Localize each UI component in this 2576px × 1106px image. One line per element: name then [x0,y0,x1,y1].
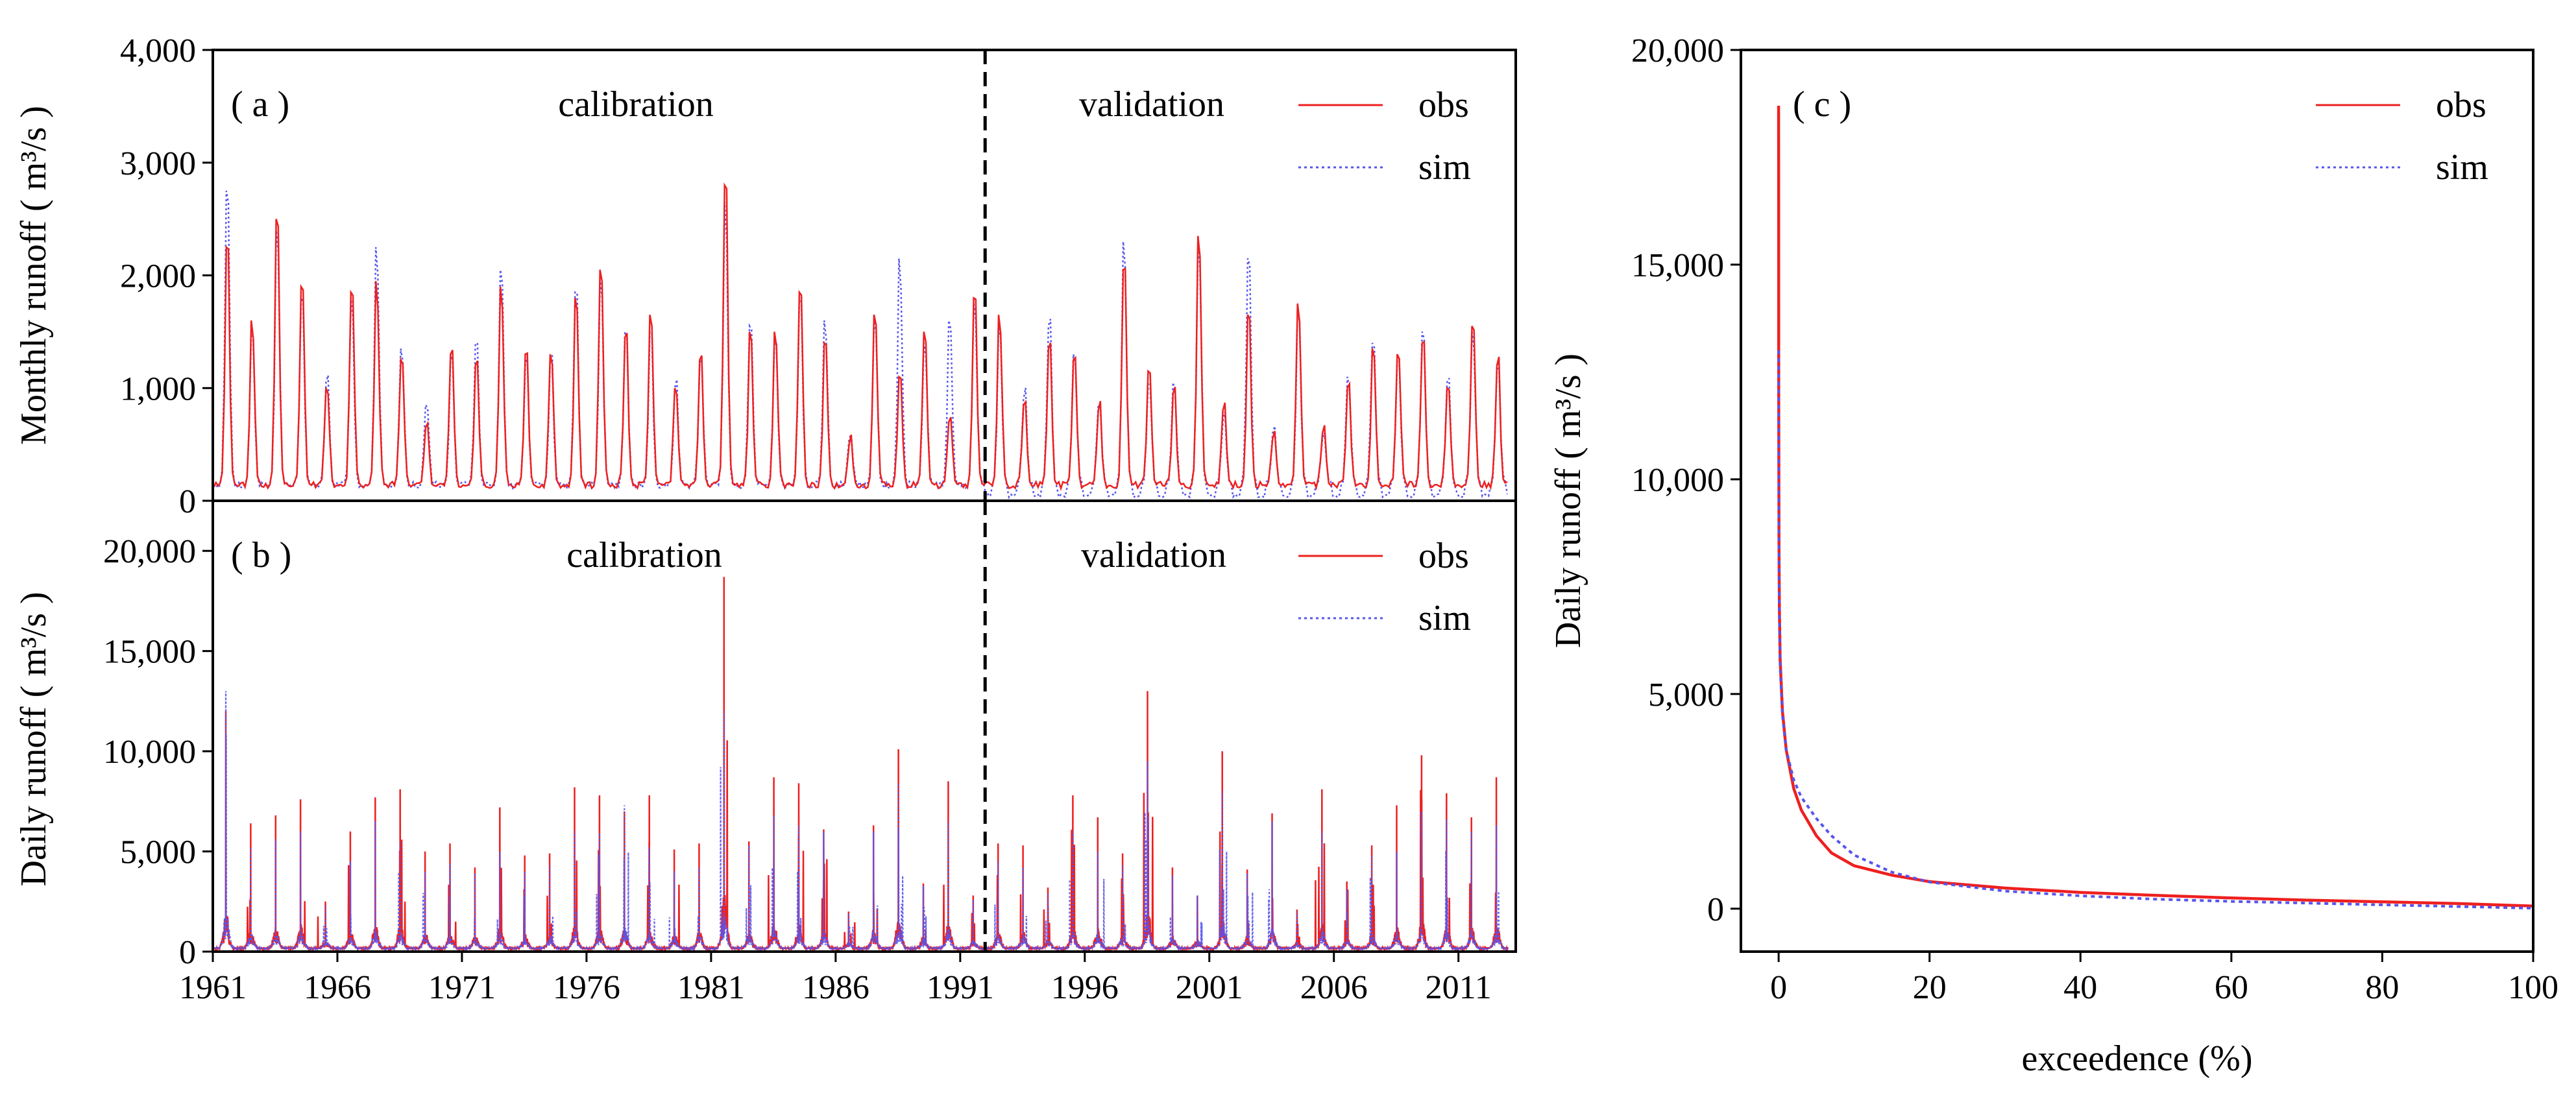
panel-c-ytick-label: 15,000 [1631,247,1724,284]
panel-b-xtick-label: 1986 [802,969,869,1006]
panel-c-frame [1741,50,2533,952]
panel-b-xtick-label: 2001 [1176,969,1243,1006]
panel-c-ylabel: Daily runoff ( m³/s ) [1548,354,1588,648]
panel-b-calibration-label: calibration [566,535,722,575]
panel-a-legend-sim-label: sim [1418,147,1471,187]
panel-b-ylabel-unit: ( m³/s ) [14,592,54,697]
panel-a-legend-obs-label: obs [1418,85,1469,125]
panel-b-xtick-label: 2006 [1300,969,1368,1006]
panel-a-ytick-label: 1,000 [120,370,196,407]
panel-a-frame [213,50,1516,501]
panel-a-validation-label: validation [1079,84,1224,125]
panel-c-series-sim-line [1779,350,2533,908]
panel-b-xtick-label: 1981 [677,969,745,1006]
panel-b-ylabel-group: Daily runoff ( m³/s ) [14,592,54,886]
panel-b-frame [213,501,1516,952]
panel-a-ytick-label: 4,000 [120,32,196,69]
panel-b-ytick-label: 20,000 [103,533,196,570]
panel-a-ytick-label: 3,000 [120,145,196,182]
panel-c-ylabel-text: Daily runoff [1548,459,1588,648]
panel-c-ylabel-unit: ( m³/s ) [1548,354,1588,459]
panel-b-plot-area [213,577,1508,949]
panel-b-label: ( b ) [231,535,291,575]
panel-a-ylabel: Monthly runoff ( m³/s ) [14,106,54,445]
panel-b-xtick-label: 1991 [927,969,994,1006]
panel-b-legend-sim-label: sim [1418,598,1471,638]
panel-b-legend-obs-label: obs [1418,536,1469,576]
panel-b-ytick-label: 0 [179,934,196,971]
panel-c-xtick-label: 100 [2508,969,2558,1006]
panel-a-ylabel-text: Monthly runoff [14,211,54,445]
panel-b-xtick-label: 1976 [553,969,620,1006]
panel-b-xtick-label: 1961 [179,969,247,1006]
panel-a-series-obs-line [214,186,1507,488]
panel-c-xtick-label: 60 [2215,969,2248,1006]
panel-c-ytick-label: 20,000 [1631,32,1724,69]
panel-b-series-obs-line [213,577,1508,949]
panel-b-xtick-label: 1971 [428,969,496,1006]
panel-c-label: ( c ) [1793,84,1851,125]
panel-c-plot-area [1779,106,2533,908]
panel-b-ytick-label: 10,000 [103,734,196,771]
panel-c-series-obs-line [1779,106,2533,906]
panel-c-xtick-label: 0 [1770,969,1787,1006]
panel-c-xtick-label: 20 [1913,969,1947,1006]
panel-c-xtick-label: 80 [2365,969,2399,1006]
panel-b-xtick-label: 2011 [1426,969,1492,1006]
panel-b-ytick-label: 15,000 [103,634,196,671]
panel-a-calibration-label: calibration [558,84,713,125]
panel-b-xtick-label: 1996 [1051,969,1119,1006]
panel-b-xtick-label: 1966 [304,969,371,1006]
panel-a-ylabel-group: Monthly runoff ( m³/s ) [14,106,54,445]
panel-b-validation-label: validation [1081,535,1226,575]
panel-a-label: ( a ) [231,84,289,125]
panel-c-ytick-label: 10,000 [1631,462,1724,499]
panel-b-ylabel-text: Daily runoff [14,697,54,886]
panel-b-ylabel: Daily runoff ( m³/s ) [14,592,54,886]
panel-c-ylabel-group: Daily runoff ( m³/s ) [1548,354,1588,648]
panel-c-ytick-label: 0 [1707,891,1724,928]
panel-c-xtick-label: 40 [2063,969,2097,1006]
panel-a-plot-area [214,185,1507,497]
panel-c-xlabel: exceedence (%) [2022,1039,2253,1079]
panel-b-series-sim-line [213,691,1508,949]
panel-a-series-sim-line [214,191,1507,498]
panel-c-legend-obs-label: obs [2436,85,2486,125]
panel-a-ytick-label: 0 [179,483,196,520]
panel-c-legend-sim-label: sim [2436,147,2488,187]
panel-b-ytick-label: 5,000 [120,834,196,871]
panel-c-ytick-label: 5,000 [1648,677,1724,714]
panel-a-ytick-label: 2,000 [120,258,196,295]
panel-a-ylabel-unit: ( m³/s ) [14,106,54,211]
